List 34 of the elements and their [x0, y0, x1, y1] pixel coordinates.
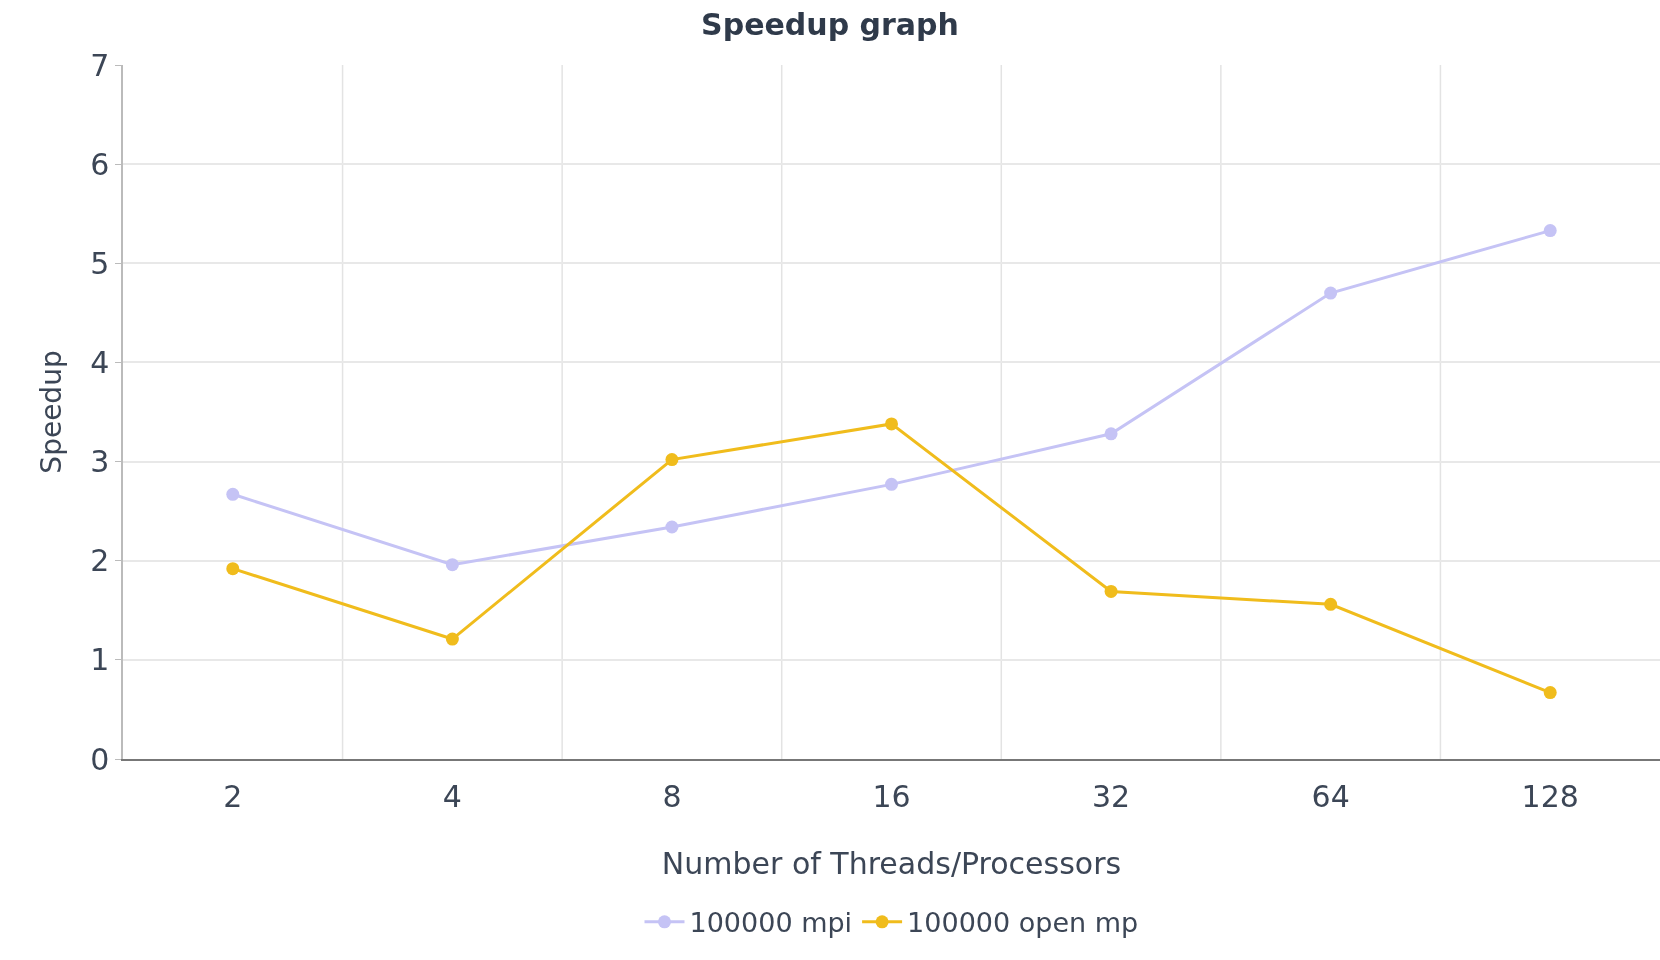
x-tick-label: 2 [223, 779, 243, 814]
point [1543, 224, 1557, 238]
x-tick-label: 32 [1091, 779, 1131, 814]
x-tick-label: 128 [1521, 779, 1579, 814]
point [1104, 584, 1118, 598]
y-tick-label: 4 [90, 344, 110, 380]
legend-label: 100000 open mp [907, 907, 1139, 939]
point [226, 487, 240, 501]
x-tick-label: 4 [442, 779, 462, 814]
y-tick-label: 6 [90, 146, 110, 182]
point [885, 417, 898, 431]
y-axis-title: Speedup [35, 350, 69, 474]
point [665, 520, 679, 534]
y-tick-label: 3 [90, 444, 110, 480]
y-tick-label: 2 [90, 543, 110, 579]
y-tick-label: 1 [90, 642, 110, 678]
point [1324, 597, 1338, 611]
y-tick-label: 0 [90, 741, 110, 777]
point [1543, 686, 1557, 700]
point [1324, 286, 1338, 300]
x-tick-label: 64 [1311, 779, 1350, 814]
legend-label: 100000 mpi [689, 907, 853, 939]
x-tick-label: 8 [662, 779, 682, 814]
point [445, 632, 459, 646]
point [885, 477, 898, 491]
point [665, 453, 679, 467]
x-tick-label: 16 [872, 779, 911, 814]
point [1104, 427, 1118, 441]
x-axis-title: Number of Threads/Processors [661, 846, 1122, 881]
point [226, 562, 240, 576]
point [445, 558, 459, 572]
y-tick-label: 5 [90, 245, 110, 281]
chart-title: Speedup graph [701, 7, 959, 43]
y-tick-label: 7 [90, 47, 110, 83]
